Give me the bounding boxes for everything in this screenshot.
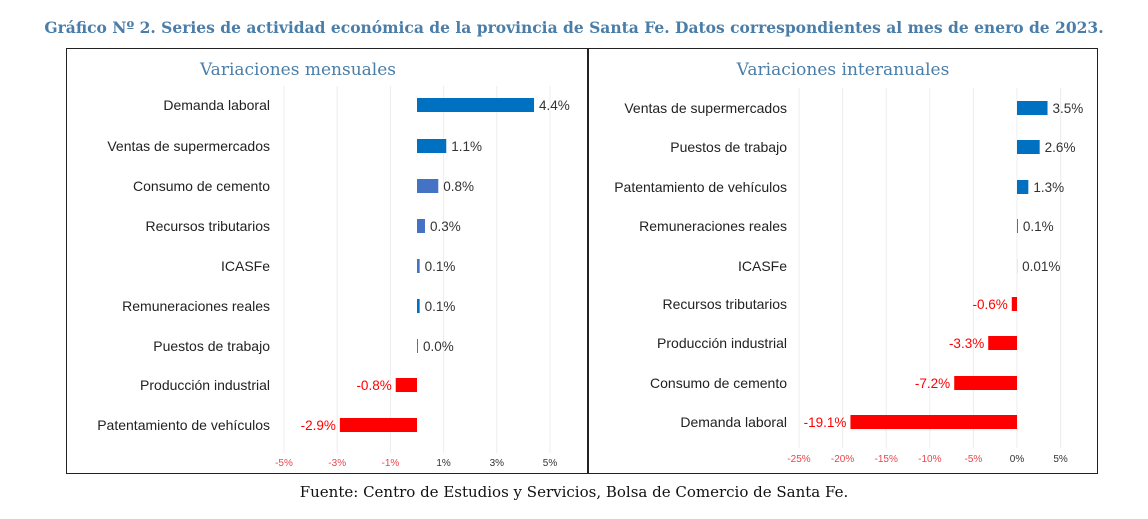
x-tick-label: 5% bbox=[1053, 454, 1068, 465]
data-label: 3.5% bbox=[1053, 101, 1084, 116]
bar bbox=[417, 98, 535, 112]
category-label: Remuneraciones reales bbox=[639, 218, 787, 234]
bar bbox=[417, 139, 447, 153]
bar bbox=[417, 259, 420, 273]
category-label: Demanda laboral bbox=[163, 97, 270, 113]
x-tick-label: -5% bbox=[965, 454, 983, 465]
data-label: -19.1% bbox=[804, 415, 847, 430]
category-label: Producción industrial bbox=[140, 377, 270, 393]
category-label: Consumo de cemento bbox=[133, 178, 270, 194]
bar bbox=[417, 339, 418, 353]
bar bbox=[395, 378, 417, 392]
category-label: Recursos tributarios bbox=[146, 218, 271, 234]
bar bbox=[417, 299, 420, 313]
data-label: 0.1% bbox=[1023, 219, 1054, 234]
bar bbox=[850, 415, 1017, 429]
x-tick-label: -15% bbox=[875, 454, 898, 465]
bar bbox=[1017, 219, 1018, 233]
category-label: Patentamiento de vehículos bbox=[97, 417, 270, 433]
data-label: 4.4% bbox=[539, 98, 570, 113]
x-tick-label: -5% bbox=[275, 458, 293, 469]
data-label: -0.6% bbox=[972, 297, 1007, 312]
bar bbox=[1017, 180, 1029, 194]
category-label: Remuneraciones reales bbox=[122, 298, 270, 314]
x-tick-label: 5% bbox=[543, 458, 558, 469]
x-tick-label: 1% bbox=[436, 458, 451, 469]
bar bbox=[1017, 140, 1040, 154]
chart-title: Variaciones mensuales bbox=[199, 60, 396, 80]
data-label: 0.1% bbox=[425, 299, 456, 314]
category-label: Consumo de cemento bbox=[650, 375, 787, 391]
x-tick-label: 3% bbox=[490, 458, 505, 469]
data-label: -7.2% bbox=[915, 376, 950, 391]
chart-monthly: Variaciones mensuales -5% -3% -1% 1% 3% 5% Dema… bbox=[97, 60, 570, 469]
category-label: ICASFe bbox=[738, 258, 787, 274]
category-label: Demanda laboral bbox=[680, 414, 787, 430]
bar bbox=[988, 336, 1017, 350]
data-label: -0.8% bbox=[356, 378, 391, 393]
chart-frame bbox=[66, 48, 1098, 474]
bar bbox=[954, 376, 1017, 390]
data-label: 0.0% bbox=[423, 339, 454, 354]
data-label: 0.8% bbox=[443, 179, 474, 194]
data-label: 1.3% bbox=[1033, 180, 1064, 195]
x-tick-label: -25% bbox=[787, 454, 810, 465]
figure-title: Gráfico Nº 2. Series de actividad económ… bbox=[44, 18, 1104, 37]
x-tick-label: -10% bbox=[918, 454, 941, 465]
category-label: Puestos de trabajo bbox=[153, 338, 270, 354]
data-label: 2.6% bbox=[1045, 140, 1076, 155]
chart-yearly: Variaciones interanuales -25% -20% -15% -10%… bbox=[614, 60, 1084, 465]
x-tick-label: -3% bbox=[328, 458, 346, 469]
bar bbox=[1011, 297, 1017, 311]
bar bbox=[1017, 101, 1048, 115]
bar bbox=[417, 219, 425, 233]
category-label: Producción industrial bbox=[657, 335, 787, 351]
bar bbox=[339, 418, 417, 432]
category-label: ICASFe bbox=[221, 258, 270, 274]
source-footer: Fuente: Centro de Estudios y Servicios, … bbox=[299, 483, 849, 501]
data-label: 1.1% bbox=[451, 139, 482, 154]
category-label: Recursos tributarios bbox=[663, 296, 788, 312]
data-label: 0.1% bbox=[425, 259, 456, 274]
bar bbox=[417, 179, 439, 193]
data-label: 0.01% bbox=[1022, 259, 1060, 274]
chart-title: Variaciones interanuales bbox=[736, 60, 950, 80]
data-label: -3.3% bbox=[949, 336, 984, 351]
data-label: -2.9% bbox=[301, 418, 336, 433]
category-label: Ventas de supermercados bbox=[107, 138, 270, 154]
category-label: Patentamiento de vehículos bbox=[614, 179, 787, 195]
x-tick-label: -1% bbox=[382, 458, 400, 469]
panel-divider bbox=[587, 48, 589, 473]
data-label: 0.3% bbox=[430, 219, 461, 234]
x-tick-label: -20% bbox=[831, 454, 854, 465]
category-label: Puestos de trabajo bbox=[670, 139, 787, 155]
x-tick-label: 0% bbox=[1010, 454, 1025, 465]
category-label: Ventas de supermercados bbox=[624, 100, 787, 116]
